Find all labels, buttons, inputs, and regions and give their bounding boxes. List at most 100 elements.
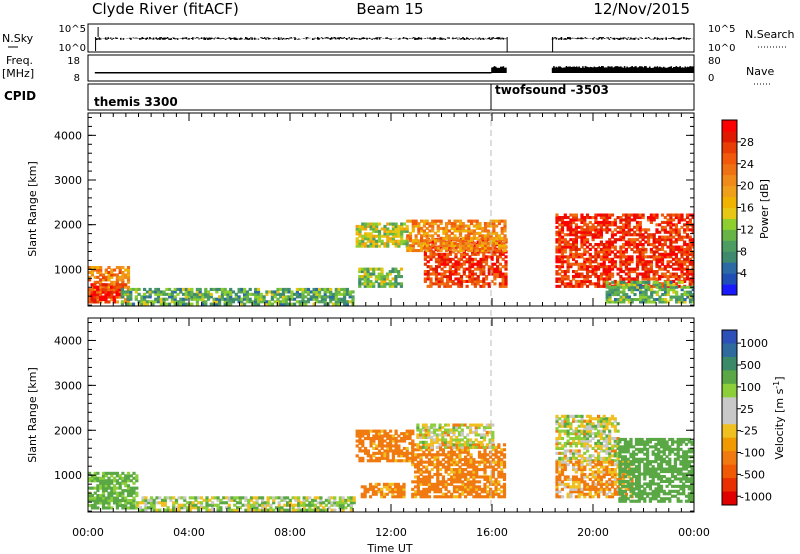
range-cell: [431, 234, 435, 238]
range-cell: [583, 267, 587, 271]
range-cell: [450, 468, 454, 472]
range-cell: [577, 441, 581, 445]
range-cell: [319, 501, 323, 505]
range-cell: [258, 508, 262, 512]
range-cell: [613, 427, 617, 431]
range-cell: [563, 422, 567, 426]
range-cell: [677, 280, 681, 284]
range-cell: [173, 287, 177, 291]
range-cell: [361, 227, 365, 231]
range-cell: [566, 233, 570, 237]
range-cell: [380, 451, 384, 455]
range-cell: [145, 290, 149, 294]
range-cell: [437, 260, 441, 264]
range-cell: [445, 222, 449, 226]
range-cell: [340, 287, 344, 291]
range-cell: [630, 238, 634, 242]
range-cell: [484, 250, 489, 254]
range-cell: [107, 501, 111, 505]
range-cell: [563, 463, 567, 467]
range-cell: [380, 439, 384, 443]
range-cell: [436, 477, 440, 481]
range-cell: [172, 503, 176, 507]
range-cell: [608, 422, 612, 426]
range-cell: [500, 472, 504, 476]
range-cell: [483, 460, 487, 464]
range-cell: [577, 468, 581, 472]
range-cell: [331, 295, 336, 299]
range-cell: [261, 498, 265, 502]
range-cell: [498, 284, 502, 288]
range-cell: [372, 454, 376, 458]
range-cell: [602, 267, 606, 271]
range-cell: [293, 292, 297, 296]
range-cell: [408, 432, 412, 436]
range-cell: [677, 262, 681, 266]
range-cell: [245, 292, 249, 296]
range-cell: [358, 239, 362, 243]
range-cell: [674, 228, 678, 232]
range-cell: [613, 475, 617, 479]
range-cell: [641, 252, 645, 256]
range-cell: [363, 284, 367, 288]
range-cell: [560, 260, 565, 264]
range-cell: [110, 290, 114, 294]
range-cell: [608, 441, 612, 445]
range-cell: [496, 257, 500, 261]
range-cell: [610, 233, 615, 237]
range-cell: [419, 428, 423, 432]
range-cell: [641, 216, 645, 220]
range-cell: [218, 287, 222, 291]
range-cell: [430, 440, 434, 444]
range-cell: [363, 492, 367, 496]
range-cell: [96, 499, 100, 503]
range-cell: [644, 235, 648, 239]
range-cell: [124, 489, 128, 493]
range-cell: [482, 279, 486, 283]
range-cell: [302, 503, 306, 507]
range-cell: [371, 487, 375, 491]
velocity-panel-region-3: [355, 429, 415, 463]
range-cell: [427, 453, 432, 457]
range-cell: [394, 244, 398, 248]
range-cell: [655, 247, 659, 251]
range-cell: [674, 225, 678, 229]
range-cell: [149, 506, 154, 510]
range-cell: [450, 445, 454, 449]
range-cell: [649, 233, 653, 237]
range-cell: [481, 241, 485, 245]
range-cell: [411, 249, 415, 253]
range-cell: [261, 508, 265, 512]
range-cell: [104, 474, 108, 478]
range-cell: [205, 506, 209, 510]
range-cell: [431, 219, 435, 223]
range-cell: [441, 477, 445, 481]
range-cell: [147, 506, 151, 510]
range-cell: [627, 240, 631, 244]
range-cell: [327, 501, 331, 505]
range-cell: [298, 300, 302, 304]
range-cell: [599, 482, 603, 486]
range-cell: [113, 471, 117, 475]
range-cell: [126, 494, 131, 498]
range-cell: [605, 460, 609, 464]
range-cell: [421, 423, 425, 427]
range-cell: [355, 232, 359, 236]
range-cell: [288, 501, 292, 505]
range-cell: [144, 501, 148, 505]
range-cell: [135, 486, 139, 490]
range-cell: [455, 423, 459, 427]
range-cell: [90, 298, 94, 302]
range-cell: [490, 279, 494, 283]
range-cell: [450, 477, 454, 481]
range-cell: [113, 499, 117, 503]
range-cell: [641, 233, 645, 237]
range-cell: [591, 265, 595, 269]
range-cell: [405, 227, 409, 231]
range-cell: [610, 422, 615, 426]
range-cell: [569, 262, 573, 266]
range-cell: [93, 266, 97, 270]
range-cell: [394, 485, 398, 489]
range-cell: [129, 499, 133, 503]
range-cell: [605, 265, 609, 269]
